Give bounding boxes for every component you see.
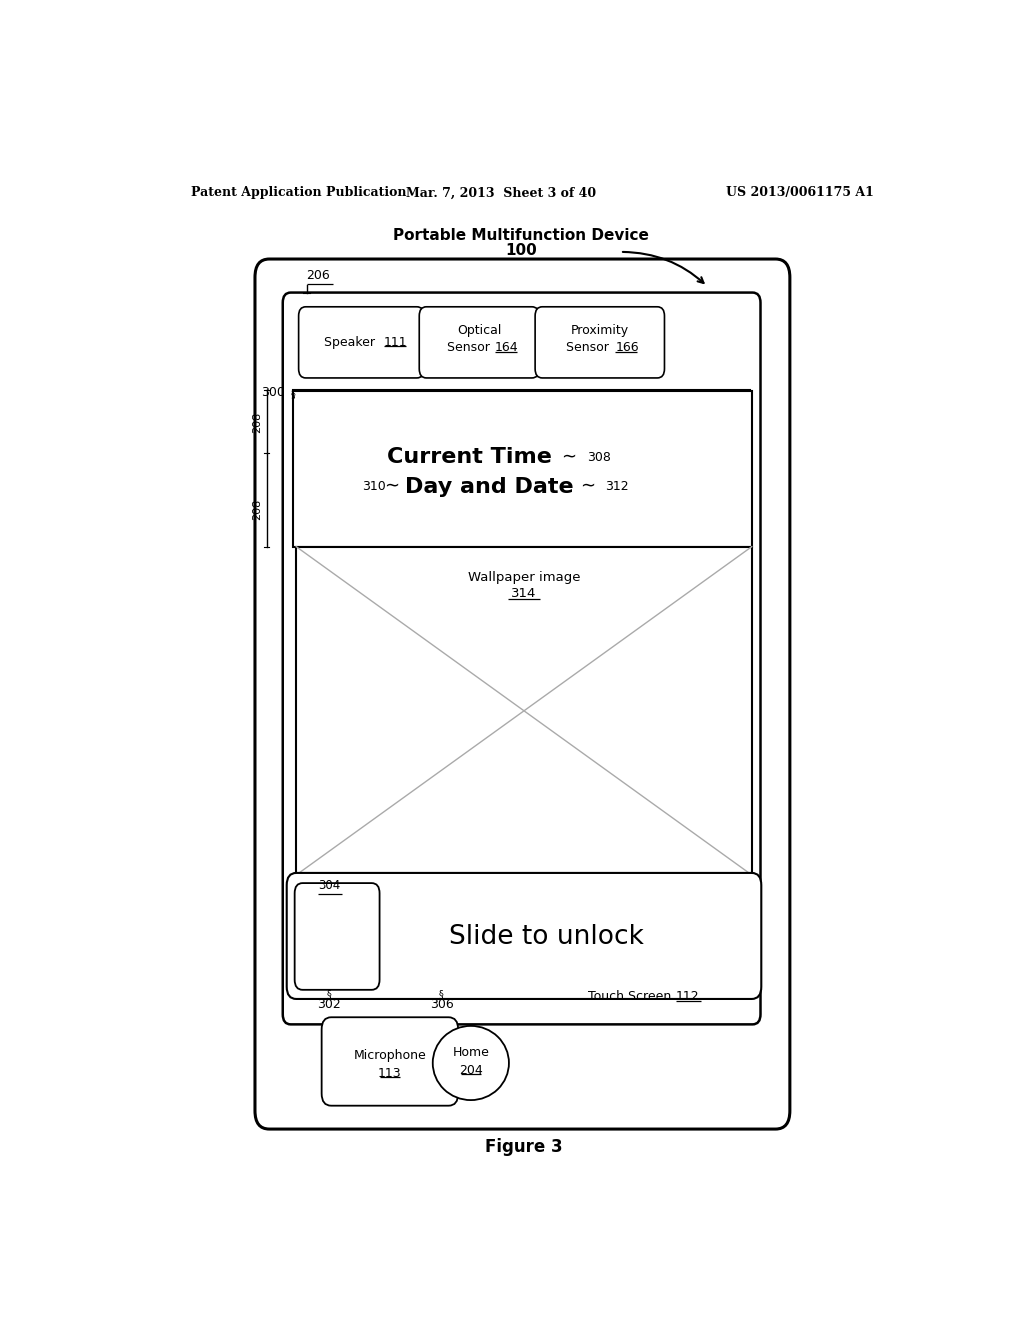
Text: 112: 112 bbox=[676, 990, 699, 1003]
FancyBboxPatch shape bbox=[283, 293, 761, 1024]
Text: 306: 306 bbox=[430, 998, 454, 1011]
Text: 208: 208 bbox=[252, 499, 262, 520]
Text: 113: 113 bbox=[378, 1067, 401, 1080]
Text: Speaker: Speaker bbox=[325, 335, 379, 348]
FancyBboxPatch shape bbox=[419, 306, 539, 378]
FancyBboxPatch shape bbox=[322, 1018, 458, 1106]
Text: 310: 310 bbox=[362, 480, 386, 494]
Text: 304: 304 bbox=[318, 879, 341, 892]
Text: ∼: ∼ bbox=[384, 478, 399, 496]
Ellipse shape bbox=[433, 1026, 509, 1100]
Text: Portable Multifunction Device: Portable Multifunction Device bbox=[393, 228, 649, 243]
Text: 206: 206 bbox=[306, 269, 331, 282]
Text: 314: 314 bbox=[511, 587, 537, 599]
Text: Sensor: Sensor bbox=[566, 341, 613, 354]
Text: Current Time: Current Time bbox=[387, 447, 552, 467]
Text: 208: 208 bbox=[252, 412, 262, 433]
Text: 111: 111 bbox=[384, 335, 408, 348]
Text: Mar. 7, 2013  Sheet 3 of 40: Mar. 7, 2013 Sheet 3 of 40 bbox=[406, 186, 596, 199]
Text: ∼: ∼ bbox=[561, 449, 577, 466]
Text: Slide to unlock: Slide to unlock bbox=[449, 924, 644, 950]
Text: 302: 302 bbox=[316, 998, 341, 1011]
FancyBboxPatch shape bbox=[287, 873, 761, 999]
Text: §: § bbox=[291, 389, 296, 399]
Text: Patent Application Publication: Patent Application Publication bbox=[191, 186, 407, 199]
FancyBboxPatch shape bbox=[255, 259, 790, 1129]
Text: 308: 308 bbox=[587, 450, 610, 463]
Text: Touch Screen: Touch Screen bbox=[589, 990, 676, 1003]
Text: 166: 166 bbox=[615, 341, 639, 354]
Text: Figure 3: Figure 3 bbox=[485, 1138, 563, 1156]
Text: ∼: ∼ bbox=[581, 478, 596, 496]
Text: US 2013/0061175 A1: US 2013/0061175 A1 bbox=[726, 186, 873, 199]
Text: Proximity: Proximity bbox=[570, 323, 629, 337]
Text: Sensor: Sensor bbox=[447, 341, 495, 354]
Text: 204: 204 bbox=[459, 1064, 482, 1077]
Text: Wallpaper image: Wallpaper image bbox=[468, 570, 581, 583]
Text: Day and Date: Day and Date bbox=[404, 477, 573, 496]
FancyBboxPatch shape bbox=[536, 306, 665, 378]
Text: 312: 312 bbox=[605, 480, 629, 494]
Bar bbox=[296, 546, 752, 875]
Bar bbox=[293, 391, 752, 546]
Text: Home: Home bbox=[453, 1047, 489, 1060]
Text: §: § bbox=[439, 989, 444, 999]
Text: 100: 100 bbox=[505, 243, 537, 259]
FancyBboxPatch shape bbox=[295, 883, 380, 990]
Text: Optical: Optical bbox=[457, 323, 502, 337]
FancyBboxPatch shape bbox=[299, 306, 424, 378]
Text: Microphone: Microphone bbox=[353, 1049, 426, 1063]
Text: §: § bbox=[327, 989, 331, 999]
Text: 164: 164 bbox=[495, 341, 518, 354]
Text: 300: 300 bbox=[261, 385, 285, 399]
